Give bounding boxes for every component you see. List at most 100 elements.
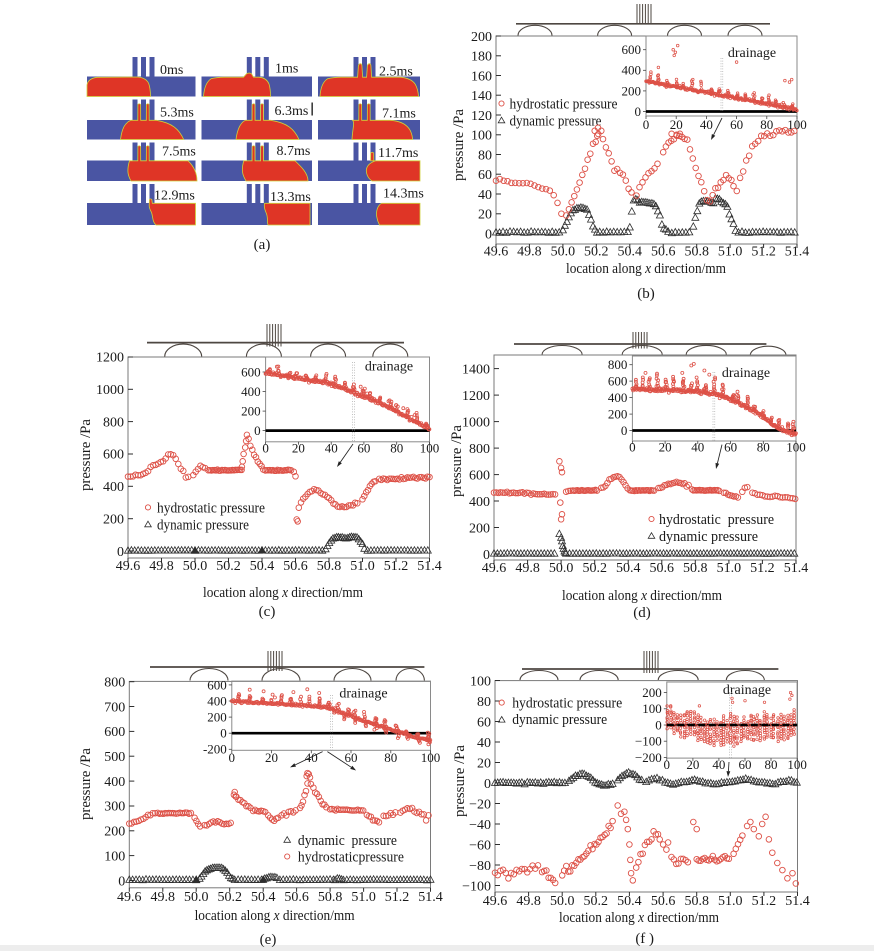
svg-text:20: 20 <box>659 440 672 455</box>
svg-text:500: 500 <box>104 750 125 765</box>
svg-text:40: 40 <box>712 757 725 772</box>
svg-text:40: 40 <box>325 441 338 456</box>
svg-text:drainage: drainage <box>365 360 413 375</box>
svg-text:50.2: 50.2 <box>584 894 609 909</box>
svg-text:200: 200 <box>608 407 628 422</box>
svg-text:40: 40 <box>477 736 491 751</box>
svg-text:600: 600 <box>207 677 227 692</box>
svg-text:0: 0 <box>254 423 261 438</box>
svg-text:160: 160 <box>471 69 492 84</box>
svg-text:200: 200 <box>104 825 125 840</box>
svg-text:100: 100 <box>420 441 440 456</box>
svg-text:180: 180 <box>471 50 492 65</box>
svg-text:dynamic pressure: dynamic pressure <box>510 113 602 130</box>
svg-text:40: 40 <box>700 117 713 132</box>
svg-text:−100: −100 <box>635 734 662 749</box>
svg-text:400: 400 <box>469 495 490 510</box>
svg-text:0: 0 <box>229 750 236 765</box>
svg-text:51.0: 51.0 <box>718 245 743 260</box>
svg-text:12.9ms: 12.9ms <box>154 189 195 204</box>
svg-text:11.7ms: 11.7ms <box>378 146 418 161</box>
svg-text:20: 20 <box>292 441 305 456</box>
svg-text:40: 40 <box>478 188 492 203</box>
svg-text:50.2: 50.2 <box>582 561 607 576</box>
svg-text:hydrostatic pressure: hydrostatic pressure <box>510 96 618 113</box>
svg-text:(a): (a) <box>254 237 271 253</box>
svg-text:pressure /Pa: pressure /Pa <box>449 425 465 497</box>
svg-text:50.2: 50.2 <box>216 559 241 574</box>
svg-text:400: 400 <box>622 63 642 78</box>
svg-text:0: 0 <box>485 227 492 242</box>
svg-text:800: 800 <box>104 676 125 691</box>
svg-text:(c): (c) <box>259 604 276 620</box>
svg-text:120: 120 <box>471 109 492 124</box>
svg-text:(b): (b) <box>637 286 655 302</box>
svg-text:(d): (d) <box>633 605 651 621</box>
svg-text:49.6: 49.6 <box>482 561 507 576</box>
svg-text:location along x direction/mm: location along x direction/mm <box>195 907 355 924</box>
svg-text:dynamic pressure: dynamic pressure <box>659 528 758 545</box>
svg-text:50.4: 50.4 <box>251 890 276 905</box>
svg-text:60: 60 <box>730 117 743 132</box>
svg-text:50.6: 50.6 <box>651 894 676 909</box>
svg-text:50.6: 50.6 <box>650 561 675 576</box>
svg-text:50.4: 50.4 <box>618 245 643 260</box>
svg-text:51.2: 51.2 <box>384 559 409 574</box>
svg-text:51.4: 51.4 <box>785 245 810 260</box>
svg-text:100: 100 <box>470 674 491 689</box>
svg-text:dynamic pressure: dynamic pressure <box>298 832 397 849</box>
svg-text:51.4: 51.4 <box>784 561 809 576</box>
svg-text:hydrostatic pressure: hydrostatic pressure <box>512 695 622 712</box>
svg-text:51.0: 51.0 <box>351 890 376 905</box>
svg-text:pressure /Pa: pressure /Pa <box>78 748 94 820</box>
svg-text:200: 200 <box>622 83 642 98</box>
svg-text:1400: 1400 <box>462 362 490 377</box>
svg-text:100: 100 <box>642 701 662 716</box>
svg-text:140: 140 <box>471 89 492 104</box>
svg-text:location along x direction/mm: location along x direction/mm <box>566 260 726 277</box>
svg-text:49.8: 49.8 <box>516 894 541 909</box>
svg-text:80: 80 <box>760 117 773 132</box>
svg-text:50.0: 50.0 <box>551 245 576 260</box>
svg-text:800: 800 <box>103 415 124 430</box>
svg-text:−80: −80 <box>469 859 491 874</box>
svg-text:600: 600 <box>469 468 490 483</box>
svg-text:80: 80 <box>757 440 770 455</box>
svg-text:(f ): (f ) <box>635 931 654 947</box>
svg-text:60: 60 <box>739 757 752 772</box>
svg-text:51.2: 51.2 <box>750 561 775 576</box>
svg-text:20: 20 <box>686 757 699 772</box>
svg-text:8.7ms: 8.7ms <box>277 144 311 159</box>
svg-text:13.3ms: 13.3ms <box>270 190 311 205</box>
svg-text:0: 0 <box>483 548 490 563</box>
svg-text:50.8: 50.8 <box>684 894 709 909</box>
svg-text:−100: −100 <box>462 879 491 894</box>
svg-text:800: 800 <box>608 357 628 372</box>
svg-text:200: 200 <box>241 404 261 419</box>
svg-text:80: 80 <box>384 750 397 765</box>
svg-text:20: 20 <box>265 750 278 765</box>
svg-text:0: 0 <box>629 440 636 455</box>
svg-text:0: 0 <box>220 726 227 741</box>
svg-text:80: 80 <box>477 695 491 710</box>
svg-text:hydrostaticpressure: hydrostaticpressure <box>298 849 404 866</box>
svg-text:0: 0 <box>655 717 662 732</box>
svg-text:200: 200 <box>642 685 662 700</box>
svg-text:0: 0 <box>621 423 628 438</box>
svg-text:0: 0 <box>117 545 124 560</box>
svg-text:600: 600 <box>103 448 124 463</box>
svg-text:50.2: 50.2 <box>584 245 609 260</box>
svg-text:50.8: 50.8 <box>318 890 343 905</box>
svg-text:60: 60 <box>724 440 737 455</box>
svg-text:50.4: 50.4 <box>616 561 641 576</box>
svg-text:49.6: 49.6 <box>484 245 509 260</box>
svg-text:300: 300 <box>104 800 125 815</box>
svg-text:50.8: 50.8 <box>684 245 709 260</box>
svg-text:1000: 1000 <box>96 383 124 398</box>
svg-text:drainage: drainage <box>339 687 387 702</box>
svg-text:49.6: 49.6 <box>117 890 142 905</box>
svg-text:20: 20 <box>670 117 683 132</box>
svg-text:80: 80 <box>390 441 403 456</box>
svg-text:pressure /Pa: pressure /Pa <box>451 109 467 181</box>
svg-text:0: 0 <box>262 441 269 456</box>
